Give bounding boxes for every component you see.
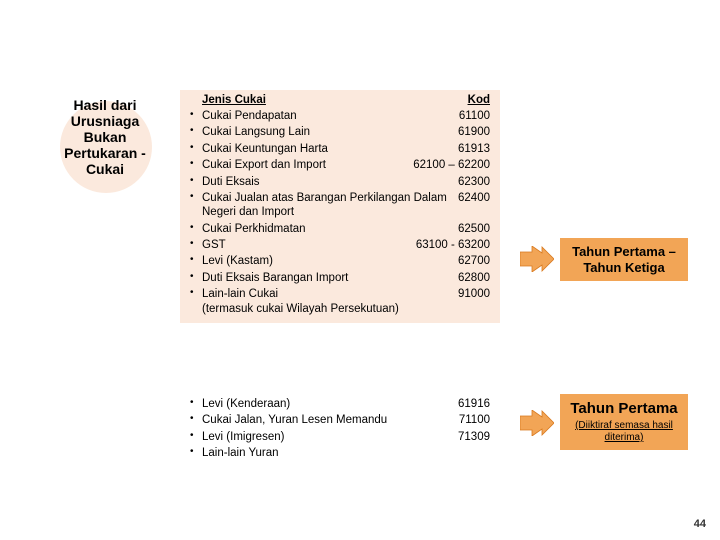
item-code: 62500 — [458, 222, 490, 236]
bullet-icon: • — [190, 109, 202, 122]
callout-second-sub: (Diiktiraf semasa hasil diterima) — [568, 420, 680, 444]
bullet-icon: • — [190, 191, 202, 204]
list-item: •Cukai Pendapatan61100 — [190, 108, 490, 124]
item-code: 71309 — [458, 430, 490, 444]
callout-first: Tahun Pertama – Tahun Ketiga — [560, 238, 688, 281]
item-label: Cukai Pendapatan — [202, 109, 459, 123]
item-code: 62400 — [458, 191, 490, 205]
bullet-icon: • — [190, 125, 202, 138]
bullet-icon: • — [190, 287, 202, 300]
list-item: •Cukai Perkhidmatan62500 — [190, 221, 490, 237]
callout-second-text: Tahun Pertama — [570, 400, 677, 417]
list-item: •Levi (Kastam)62700 — [190, 253, 490, 269]
item-code: 71100 — [459, 413, 490, 427]
item-label: Cukai Keuntungan Harta — [202, 142, 458, 156]
bullet-icon: • — [190, 238, 202, 251]
item-label: Cukai Langsung Lain — [202, 125, 458, 139]
item-code: 63100 - 63200 — [416, 238, 490, 252]
bullet-icon: • — [190, 271, 202, 284]
item-label: Levi (Kastam) — [202, 254, 458, 268]
header-name: Jenis Cukai — [202, 94, 266, 106]
page-number: 44 — [694, 518, 706, 530]
bullet-icon: • — [190, 254, 202, 267]
list-item: •Cukai Export dan Import62100 – 62200 — [190, 157, 490, 173]
bullet-icon: • — [190, 222, 202, 235]
item-code: 61900 — [458, 125, 490, 139]
item-label: GST — [202, 238, 416, 252]
list-item: •Levi (Imigresen)71309 — [190, 429, 490, 445]
item-label: Levi (Kenderaan) — [202, 397, 458, 411]
list-item: •GST63100 - 63200 — [190, 237, 490, 253]
bullet-icon: • — [190, 397, 202, 410]
item-label: Duti Eksais Barangan Import — [202, 271, 458, 285]
item-label: Lain-lain Cukai(termasuk cukai Wilayah P… — [202, 287, 458, 316]
tax-list-main: Jenis Cukai Kod •Cukai Pendapatan61100•C… — [180, 90, 500, 323]
item-code: 61916 — [458, 397, 490, 411]
item-code: 61913 — [458, 142, 490, 156]
item-label: Levi (Imigresen) — [202, 430, 458, 444]
callout-first-text: Tahun Pertama – Tahun Ketiga — [572, 244, 676, 275]
list-item: •Cukai Langsung Lain61900 — [190, 124, 490, 140]
list-item: •Levi (Kenderaan)61916 — [190, 396, 490, 412]
item-code: 62700 — [458, 254, 490, 268]
left-title-block: Hasil dari Urusniaga Bukan Pertukaran - … — [50, 95, 160, 205]
list-item: •Cukai Keuntungan Harta61913 — [190, 141, 490, 157]
item-code: 62300 — [458, 175, 490, 189]
bullet-icon: • — [190, 175, 202, 188]
list-item: •Duti Eksais62300 — [190, 174, 490, 190]
bullet-icon: • — [190, 430, 202, 443]
arrow-icon — [520, 410, 554, 436]
list-item: •Duti Eksais Barangan Import62800 — [190, 270, 490, 286]
header-code: Kod — [468, 94, 490, 106]
item-code: 91000 — [458, 287, 490, 301]
tax-list-second: •Levi (Kenderaan)61916•Cukai Jalan, Yura… — [180, 392, 500, 468]
list-item: •Cukai Jalan, Yuran Lesen Memandu71100 — [190, 412, 490, 428]
list-header: Jenis Cukai Kod — [190, 94, 490, 108]
item-label: Cukai Jualan atas Barangan Perkilangan D… — [202, 191, 458, 220]
list-item: •Lain-lain Cukai(termasuk cukai Wilayah … — [190, 286, 490, 317]
item-label: Duti Eksais — [202, 175, 458, 189]
list-item: •Cukai Jualan atas Barangan Perkilangan … — [190, 190, 490, 221]
bullet-icon: • — [190, 158, 202, 171]
bullet-icon: • — [190, 413, 202, 426]
item-code: 62800 — [458, 271, 490, 285]
callout-second: Tahun Pertama (Diiktiraf semasa hasil di… — [560, 394, 688, 450]
bullet-icon: • — [190, 142, 202, 155]
left-title-text: Hasil dari Urusniaga Bukan Pertukaran - … — [50, 95, 160, 177]
item-label: Cukai Perkhidmatan — [202, 222, 458, 236]
item-label: Lain-lain Yuran — [202, 446, 490, 460]
item-label: Cukai Jalan, Yuran Lesen Memandu — [202, 413, 459, 427]
item-code: 61100 — [459, 109, 490, 123]
arrow-icon — [520, 246, 554, 272]
list-item: •Lain-lain Yuran — [190, 445, 490, 461]
item-label: Cukai Export dan Import — [202, 158, 413, 172]
bullet-icon: • — [190, 446, 202, 459]
item-code: 62100 – 62200 — [413, 158, 490, 172]
